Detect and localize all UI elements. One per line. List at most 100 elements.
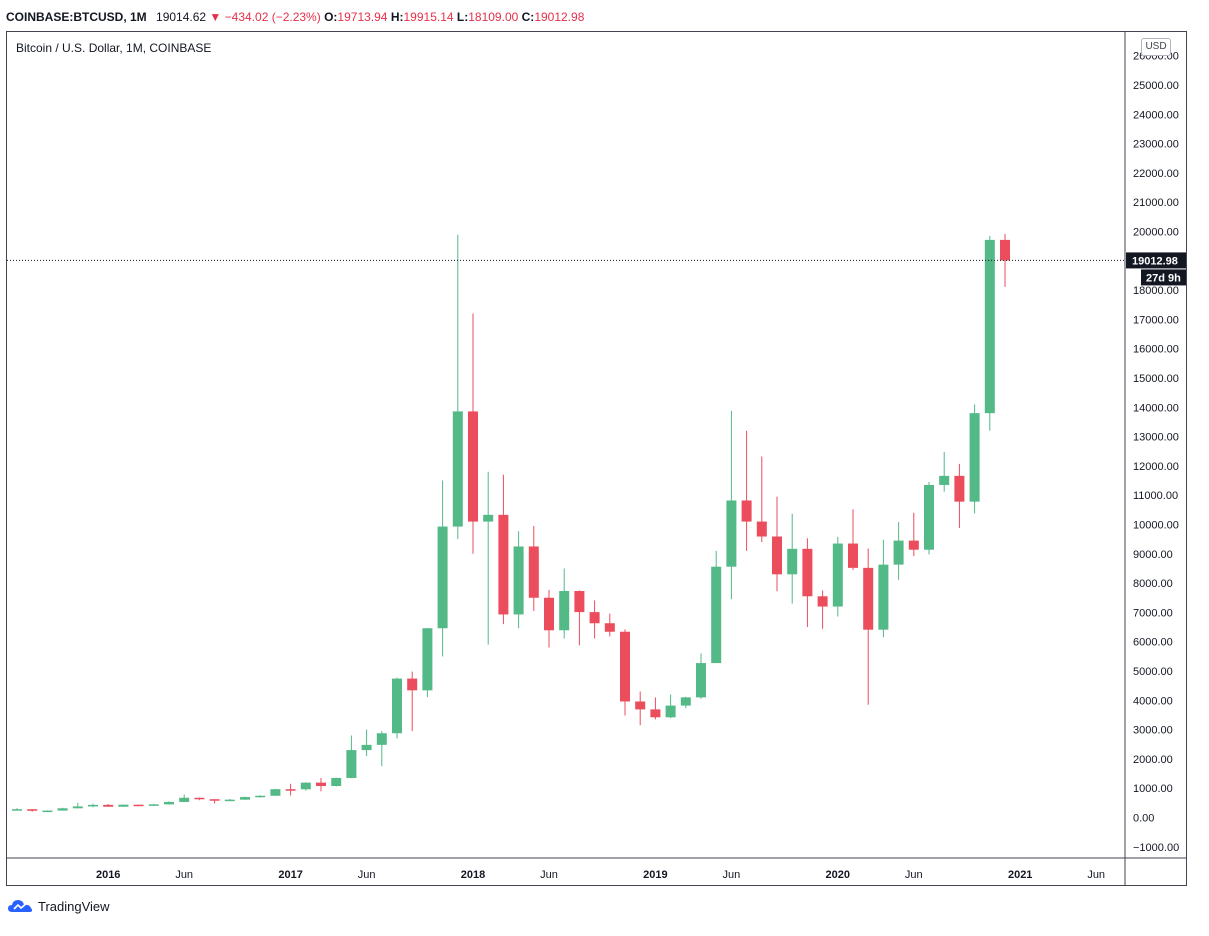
y-tick-label: 13000.00	[1133, 432, 1179, 444]
currency-badge[interactable]: USD	[1141, 38, 1171, 56]
chart-frame[interactable]	[6, 31, 1187, 886]
candle-body-up[interactable]	[300, 782, 311, 790]
candle-body-up[interactable]	[164, 801, 174, 805]
y-tick-label: 11000.00	[1133, 490, 1178, 502]
candle-body-down[interactable]	[908, 540, 919, 550]
candle-body-up[interactable]	[665, 705, 676, 718]
candle-body-up[interactable]	[513, 546, 524, 615]
candle-body-down[interactable]	[316, 782, 326, 787]
candle-body-up[interactable]	[680, 697, 691, 706]
candle-body-down[interactable]	[817, 596, 828, 607]
symbol-name[interactable]: COINBASE:BTCUSD, 1M	[6, 10, 147, 24]
candle-body-up[interactable]	[559, 591, 570, 631]
candle-body-down[interactable]	[285, 789, 296, 791]
x-tick-label: Jun	[723, 869, 741, 881]
candle-body-up[interactable]	[361, 744, 372, 751]
close-value: 19012.98	[534, 10, 585, 24]
candle-body-down[interactable]	[528, 546, 539, 598]
candle-body-down[interactable]	[635, 701, 646, 710]
x-tick-label: 2017	[278, 869, 302, 881]
candle-body-up[interactable]	[240, 797, 250, 800]
candle-body-down[interactable]	[772, 536, 782, 575]
y-tick-label: 0.00	[1133, 813, 1154, 825]
close-label: C:	[521, 10, 535, 24]
candle-body-down[interactable]	[1000, 239, 1010, 261]
y-tick-label: 23000.00	[1133, 139, 1179, 151]
y-tick-label: 5000.00	[1133, 666, 1173, 678]
candle-body-down[interactable]	[848, 543, 858, 568]
candle-body-down[interactable]	[574, 591, 585, 613]
candle-body-down[interactable]	[407, 678, 418, 691]
candle-body-down[interactable]	[544, 597, 554, 631]
candle-body-down[interactable]	[27, 809, 38, 811]
y-tick-label: 22000.00	[1133, 168, 1179, 180]
candle-body-up[interactable]	[88, 804, 98, 807]
candle-body-up[interactable]	[392, 678, 402, 734]
candle-body-up[interactable]	[787, 548, 798, 575]
candle-body-up[interactable]	[893, 540, 904, 565]
x-tick-label: 2020	[826, 869, 850, 881]
x-tick-label: Jun	[358, 869, 376, 881]
candle-body-up[interactable]	[376, 733, 387, 745]
candle-body-up[interactable]	[179, 797, 190, 802]
candle-body-down[interactable]	[103, 804, 114, 807]
candle-body-down[interactable]	[133, 804, 144, 807]
countdown-tag	[1141, 269, 1186, 286]
last-price-label: 19012.98	[1132, 255, 1178, 267]
series-title: Bitcoin / U.S. Dollar, 1M, COINBASE	[16, 41, 212, 55]
candle-body-up[interactable]	[42, 810, 53, 813]
candle-body-down[interactable]	[620, 631, 630, 702]
candle-body-down[interactable]	[498, 514, 509, 615]
y-tick-label: 9000.00	[1133, 549, 1173, 561]
candle-body-up[interactable]	[711, 566, 722, 664]
candle-body-down[interactable]	[954, 475, 965, 502]
candle-body-up[interactable]	[118, 804, 129, 807]
candle-body-down[interactable]	[650, 709, 661, 718]
candle-body-up[interactable]	[832, 543, 843, 607]
candle-body-up[interactable]	[726, 500, 737, 567]
x-tick-label: Jun	[175, 869, 193, 881]
x-tick-label: Jun	[540, 869, 558, 881]
candle-body-up[interactable]	[483, 514, 494, 522]
brand-logo[interactable]: TradingView	[8, 897, 110, 915]
y-tick-label: 8000.00	[1133, 578, 1173, 590]
candle-body-up[interactable]	[331, 777, 342, 787]
y-tick-label: 6000.00	[1133, 637, 1173, 649]
candle-body-down[interactable]	[863, 567, 874, 630]
candle-body-up[interactable]	[148, 804, 159, 806]
candle-body-up[interactable]	[422, 628, 433, 691]
candle-body-down[interactable]	[468, 411, 478, 522]
candle-body-down[interactable]	[756, 521, 767, 537]
candle-body-up[interactable]	[437, 526, 448, 629]
low-label: L:	[456, 10, 469, 24]
y-tick-label: 2000.00	[1133, 754, 1173, 766]
candle-body-up[interactable]	[452, 411, 463, 527]
change-arrow-icon: ▼	[209, 10, 222, 24]
candle-body-up[interactable]	[270, 789, 281, 796]
candle-body-up[interactable]	[696, 663, 706, 698]
candle-body-up[interactable]	[57, 808, 68, 811]
last-price: 19014.62	[156, 10, 207, 24]
candle-body-down[interactable]	[589, 612, 600, 624]
candle-body-up[interactable]	[924, 484, 934, 550]
open-value: 19713.94	[337, 10, 388, 24]
candle-body-up[interactable]	[255, 795, 266, 798]
y-tick-label: 16000.00	[1133, 344, 1179, 356]
candle-body-up[interactable]	[12, 809, 22, 811]
candle-body-up[interactable]	[939, 475, 950, 485]
symbol-header: COINBASE:BTCUSD, 1M 19014.62 ▼ −434.02 (…	[6, 9, 584, 25]
candle-body-up[interactable]	[72, 806, 83, 809]
candle-body-up[interactable]	[224, 799, 235, 802]
candle-body-down[interactable]	[194, 797, 205, 800]
candle-body-down[interactable]	[209, 799, 220, 801]
candle-body-down[interactable]	[802, 548, 813, 597]
candle-body-down[interactable]	[604, 623, 615, 632]
y-tick-label: 17000.00	[1133, 314, 1179, 326]
candle-body-up[interactable]	[346, 750, 357, 778]
candle-body-down[interactable]	[741, 500, 752, 522]
candle-body-up[interactable]	[878, 564, 889, 630]
last-price-tag	[1126, 252, 1186, 269]
candle-body-up[interactable]	[984, 239, 995, 414]
candle-body-up[interactable]	[969, 413, 980, 502]
